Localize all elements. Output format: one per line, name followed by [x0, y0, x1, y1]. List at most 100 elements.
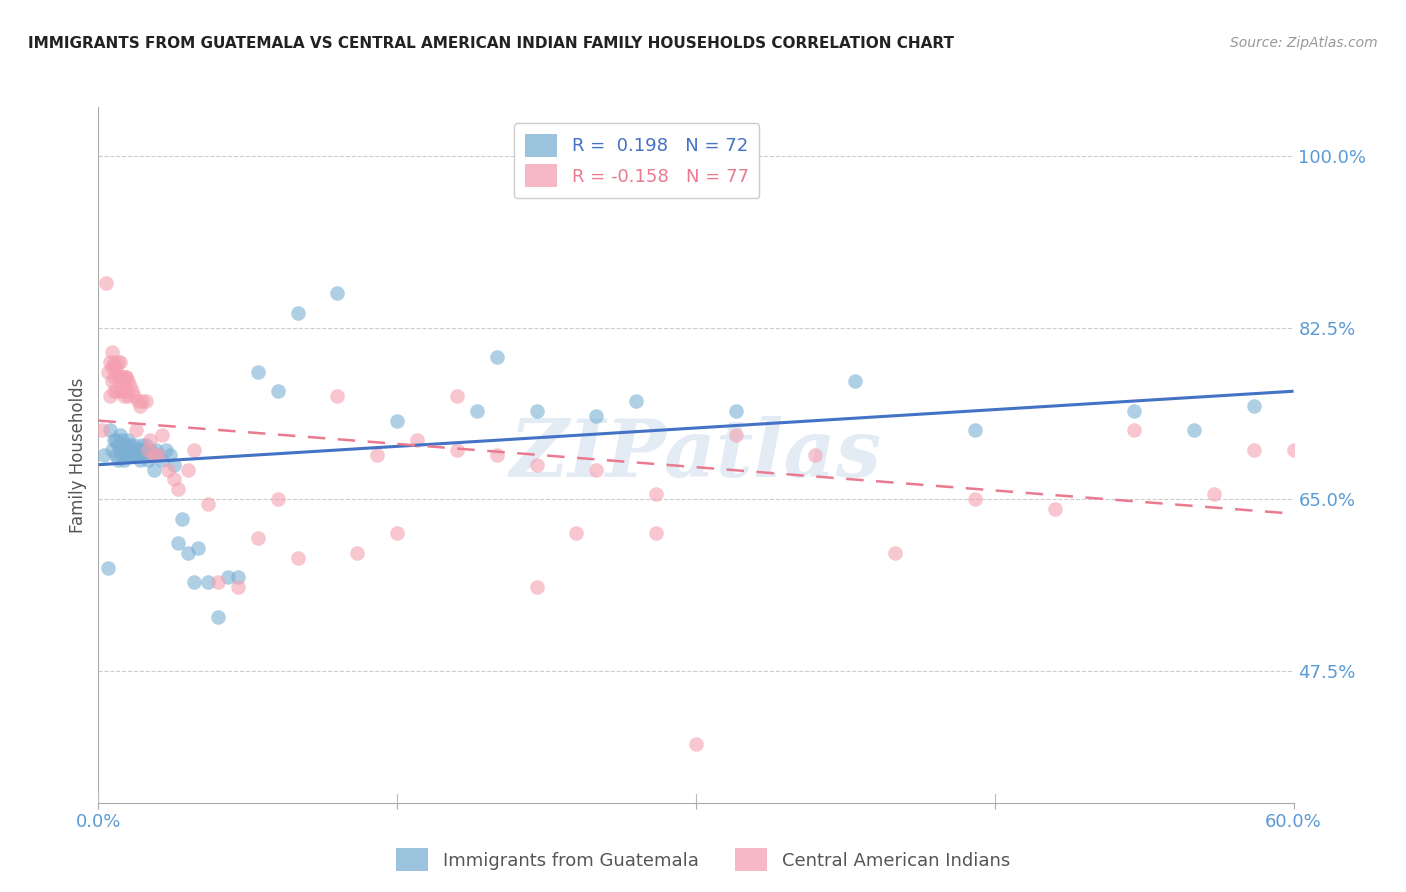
Point: [143, 448, 166, 462]
Point: [103, 369, 125, 384]
Point: [246, 531, 269, 545]
Point: [115, 369, 138, 384]
Point: [724, 428, 747, 442]
Point: [107, 438, 129, 452]
Point: [187, 541, 209, 555]
Point: [97, 365, 120, 379]
Point: [287, 306, 309, 320]
Point: [157, 462, 180, 476]
Point: [585, 409, 607, 423]
Point: [844, 375, 866, 389]
Point: [101, 375, 124, 389]
Text: ZIPatlas: ZIPatlas: [510, 417, 882, 493]
Point: [129, 452, 152, 467]
Point: [117, 389, 139, 403]
Point: [110, 384, 132, 399]
Point: [136, 452, 159, 467]
Point: [159, 448, 181, 462]
Point: [134, 443, 156, 458]
Point: [485, 350, 508, 364]
Point: [110, 355, 132, 369]
Point: [129, 399, 152, 413]
Point: [105, 384, 128, 399]
Point: [465, 404, 488, 418]
Point: [112, 375, 135, 389]
Point: [645, 487, 668, 501]
Point: [107, 452, 129, 467]
Point: [145, 443, 167, 458]
Point: [115, 448, 138, 462]
Point: [125, 424, 148, 438]
Legend: R =  0.198   N = 72, R = -0.158   N = 77: R = 0.198 N = 72, R = -0.158 N = 77: [513, 123, 759, 198]
Point: [1243, 399, 1265, 413]
Point: [121, 448, 143, 462]
Point: [526, 404, 548, 418]
Text: IMMIGRANTS FROM GUATEMALA VS CENTRAL AMERICAN INDIAN FAMILY HOUSEHOLDS CORRELATI: IMMIGRANTS FROM GUATEMALA VS CENTRAL AME…: [28, 36, 955, 51]
Point: [267, 384, 290, 399]
Point: [131, 438, 153, 452]
Point: [124, 443, 146, 458]
Point: [117, 434, 139, 448]
Point: [98, 355, 122, 369]
Point: [884, 546, 907, 560]
Point: [120, 448, 142, 462]
Point: [1182, 424, 1205, 438]
Point: [183, 575, 205, 590]
Point: [1202, 487, 1225, 501]
Point: [167, 482, 190, 496]
Point: [326, 389, 349, 403]
Point: [267, 491, 290, 506]
Point: [110, 369, 132, 384]
Point: [167, 536, 190, 550]
Point: [134, 448, 156, 462]
Point: [139, 443, 162, 458]
Point: [724, 404, 747, 418]
Point: [163, 472, 186, 486]
Point: [103, 359, 125, 374]
Point: [446, 443, 468, 458]
Point: [120, 443, 142, 458]
Point: [131, 394, 153, 409]
Point: [177, 546, 200, 560]
Point: [101, 345, 124, 359]
Point: [98, 424, 122, 438]
Point: [1043, 501, 1066, 516]
Point: [112, 389, 135, 403]
Point: [131, 443, 153, 458]
Point: [217, 570, 239, 584]
Point: [183, 443, 205, 458]
Point: [148, 448, 170, 462]
Point: [197, 575, 219, 590]
Point: [326, 286, 349, 301]
Point: [103, 355, 125, 369]
Point: [121, 443, 143, 458]
Point: [93, 448, 115, 462]
Point: [150, 428, 173, 442]
Point: [110, 428, 132, 442]
Point: [135, 394, 157, 409]
Point: [111, 434, 134, 448]
Point: [103, 434, 125, 448]
Point: [115, 438, 138, 452]
Point: [127, 448, 149, 462]
Point: [136, 443, 159, 458]
Point: [103, 384, 125, 399]
Point: [101, 443, 124, 458]
Point: [112, 452, 135, 467]
Point: [446, 389, 468, 403]
Point: [120, 379, 142, 393]
Text: Source: ZipAtlas.com: Source: ZipAtlas.com: [1230, 36, 1378, 50]
Point: [163, 458, 186, 472]
Point: [385, 526, 409, 541]
Point: [207, 575, 229, 590]
Point: [485, 448, 508, 462]
Legend: Immigrants from Guatemala, Central American Indians: Immigrants from Guatemala, Central Ameri…: [388, 841, 1018, 879]
Point: [685, 737, 707, 751]
Point: [98, 389, 122, 403]
Point: [346, 546, 368, 560]
Point: [385, 414, 409, 428]
Point: [112, 443, 135, 458]
Point: [125, 443, 148, 458]
Point: [127, 394, 149, 409]
Point: [1243, 443, 1265, 458]
